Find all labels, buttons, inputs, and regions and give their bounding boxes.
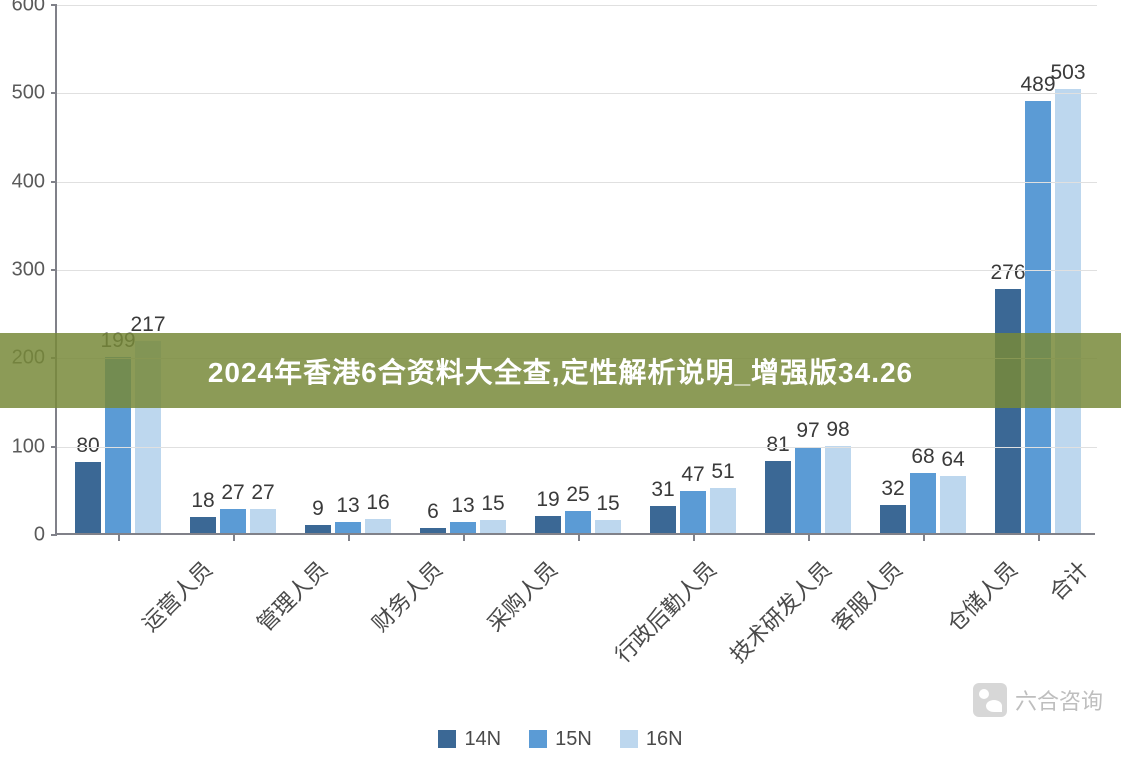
bar xyxy=(335,522,361,533)
overlay-banner: 2024年香港6合资料大全查,定性解析说明_增强版34.26 xyxy=(0,333,1121,408)
bar xyxy=(595,520,621,533)
bar xyxy=(765,461,791,533)
bar xyxy=(1025,101,1051,533)
bar-value-label: 18 xyxy=(191,489,214,513)
bar xyxy=(190,517,216,533)
xtick-mark xyxy=(118,535,120,541)
legend-swatch xyxy=(529,730,547,748)
gridline xyxy=(57,93,1097,94)
legend-label: 16N xyxy=(646,728,683,751)
xtick-mark xyxy=(233,535,235,541)
legend-item: 14N xyxy=(438,728,501,751)
bar xyxy=(880,505,906,533)
bar-value-label: 276 xyxy=(990,261,1025,285)
gridline xyxy=(57,182,1097,183)
bar xyxy=(650,506,676,533)
bar xyxy=(535,516,561,533)
bar xyxy=(220,509,246,533)
legend-label: 15N xyxy=(555,728,592,751)
ytick-label: 600 xyxy=(0,0,45,17)
bar-value-label: 25 xyxy=(566,483,589,507)
gridline xyxy=(57,5,1097,6)
ytick-label: 0 xyxy=(0,524,45,547)
xtick-mark xyxy=(463,535,465,541)
xtick-mark xyxy=(348,535,350,541)
plot-area: 8019921718272791316613151925153147518197… xyxy=(55,5,1095,535)
ytick-mark xyxy=(51,4,57,6)
gridline xyxy=(57,447,1097,448)
bar-value-label: 9 xyxy=(312,497,324,521)
bar-value-label: 68 xyxy=(911,445,934,469)
bar-value-label: 503 xyxy=(1050,61,1085,85)
legend-item: 16N xyxy=(620,728,683,751)
xtick-mark xyxy=(693,535,695,541)
wechat-icon xyxy=(973,683,1007,717)
bar xyxy=(565,511,591,533)
bar xyxy=(995,289,1021,533)
bar xyxy=(420,528,446,533)
watermark-text: 六合咨询 xyxy=(1015,684,1103,716)
bar xyxy=(710,488,736,533)
chart-container: 8019921718272791316613151925153147518197… xyxy=(55,5,1095,625)
bar xyxy=(795,447,821,533)
bar-value-label: 15 xyxy=(481,492,504,516)
bar-value-label: 98 xyxy=(826,418,849,442)
bar xyxy=(250,509,276,533)
bars-region: 8019921718272791316613151925153147518197… xyxy=(57,3,1097,533)
xtick-mark xyxy=(1038,535,1040,541)
bar xyxy=(940,476,966,533)
bar-value-label: 51 xyxy=(711,460,734,484)
ytick-label: 500 xyxy=(0,82,45,105)
legend-swatch xyxy=(620,730,638,748)
gridline xyxy=(57,270,1097,271)
bar xyxy=(365,519,391,533)
xtick-mark xyxy=(578,535,580,541)
ytick-mark xyxy=(51,534,57,536)
ytick-label: 100 xyxy=(0,435,45,458)
bar-value-label: 13 xyxy=(451,494,474,518)
overlay-text: 2024年香港6合资料大全查,定性解析说明_增强版34.26 xyxy=(208,351,913,391)
bar xyxy=(910,473,936,533)
ytick-label: 300 xyxy=(0,259,45,282)
legend-swatch xyxy=(438,730,456,748)
bar xyxy=(450,522,476,533)
legend: 14N 15N 16N xyxy=(0,728,1121,754)
bar-value-label: 47 xyxy=(681,463,704,487)
bar-value-label: 27 xyxy=(251,481,274,505)
bar xyxy=(480,520,506,533)
ytick-mark xyxy=(51,446,57,448)
bar-value-label: 81 xyxy=(766,433,789,457)
bar-value-label: 64 xyxy=(941,448,964,472)
bar-value-label: 31 xyxy=(651,478,674,502)
bar-value-label: 97 xyxy=(796,419,819,443)
bar xyxy=(680,491,706,533)
ytick-label: 400 xyxy=(0,170,45,193)
ytick-mark xyxy=(51,269,57,271)
watermark: 六合咨询 xyxy=(973,683,1103,717)
ytick-mark xyxy=(51,92,57,94)
bar xyxy=(1055,89,1081,533)
bar xyxy=(305,525,331,533)
bar-value-label: 15 xyxy=(596,492,619,516)
bar xyxy=(825,446,851,533)
xtick-mark xyxy=(923,535,925,541)
bar-value-label: 27 xyxy=(221,481,244,505)
bar xyxy=(75,462,101,533)
legend-label: 14N xyxy=(464,728,501,751)
bar-value-label: 16 xyxy=(366,491,389,515)
legend-item: 15N xyxy=(529,728,592,751)
bar-value-label: 32 xyxy=(881,477,904,501)
bar-value-label: 19 xyxy=(536,488,559,512)
xtick-mark xyxy=(808,535,810,541)
bar-value-label: 6 xyxy=(427,500,439,524)
ytick-mark xyxy=(51,181,57,183)
bar-value-label: 13 xyxy=(336,494,359,518)
